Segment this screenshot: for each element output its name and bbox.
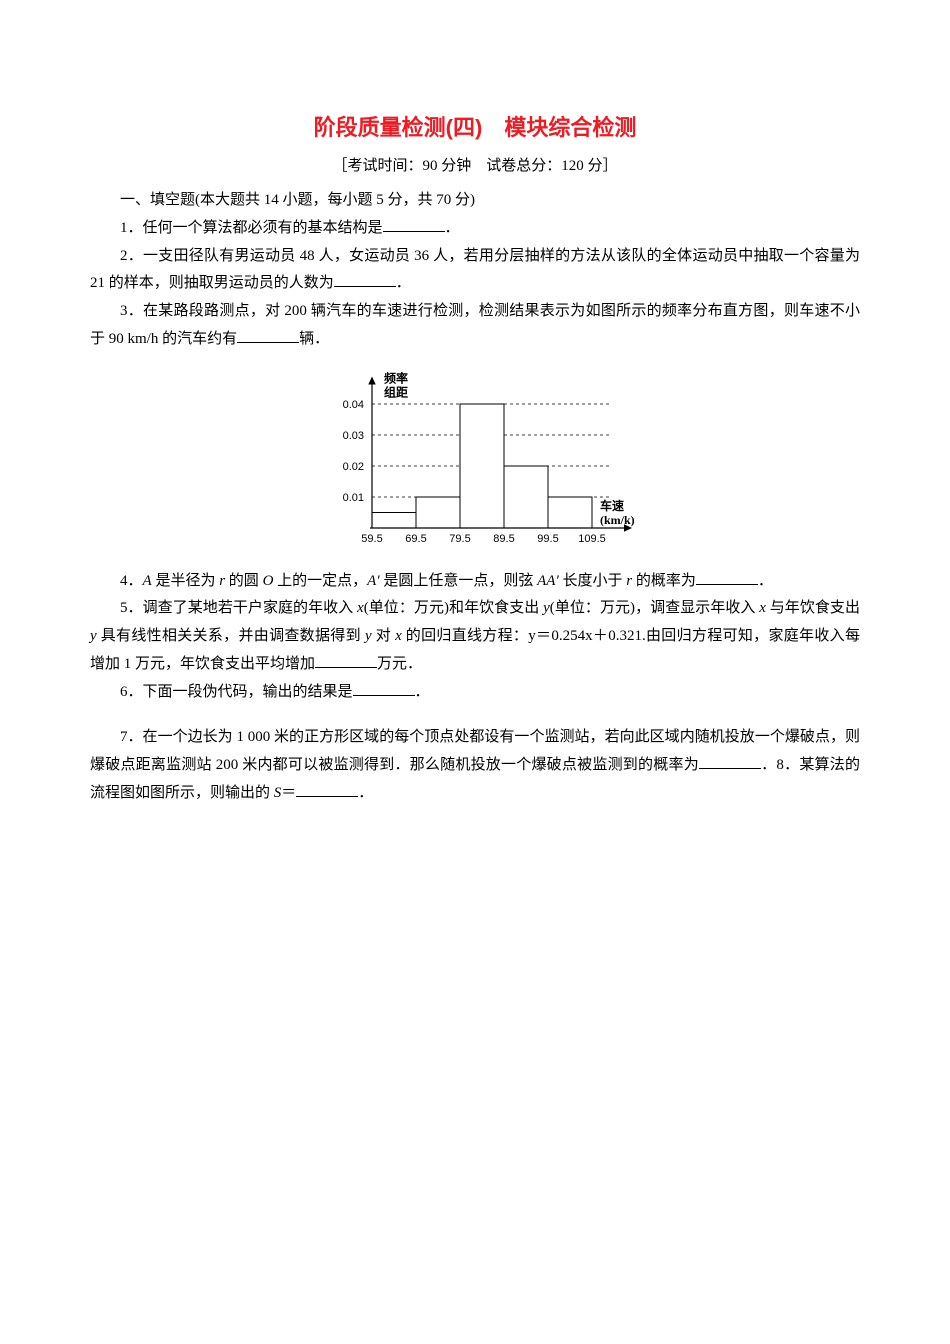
q5-f: 对 [372, 628, 395, 644]
q2-blank [334, 271, 396, 287]
q8-blank [296, 781, 358, 797]
q3-end: 辆． [299, 331, 329, 347]
exam-info: ［考试时间：90 分钟 试卷总分：120 分］ [90, 154, 860, 175]
q4-f: 长度小于 [559, 573, 627, 589]
q5-x2: x [759, 600, 766, 616]
q3-chart: 0.01 0.02 0.03 0.04 59.5 69.5 79.5 89.5 99.5 109.… [90, 360, 860, 560]
svg-text:0.02: 0.02 [343, 461, 364, 473]
q4-a: 4． [120, 573, 143, 589]
page-title: 阶段质量检测(四) 模块综合检测 [90, 110, 860, 142]
question-5: 5．调查了某地若干户家庭的年收入 x(单位：万元)和年饮食支出 y(单位：万元)… [90, 595, 860, 678]
q5-x1: x [357, 600, 364, 616]
q5-eq: y＝0.254x＋0.321 [528, 628, 642, 644]
svg-text:0.03: 0.03 [343, 430, 364, 442]
page: 阶段质量检测(四) 模块综合检测 ［考试时间：90 分钟 试卷总分：120 分］… [0, 0, 950, 1344]
q4-Ap: A′ [367, 573, 379, 589]
q5-x3: x [395, 628, 402, 644]
q5-d: 与年饮食支出 [766, 600, 860, 616]
svg-text:车速: 车速 [600, 498, 624, 513]
q1-blank [383, 216, 445, 232]
q5-e: 具有线性相关关系，并由调查数据得到 [97, 628, 365, 644]
q2-end: ． [396, 275, 411, 291]
section-1-heading: 一、填空题(本大题共 14 小题，每小题 5 分，共 70 分) [90, 187, 860, 215]
q5-y3: y [365, 628, 372, 644]
svg-text:79.5: 79.5 [449, 533, 470, 545]
question-4: 4．A 是半径为 r 的圆 O 上的一定点，A′ 是圆上任意一点，则弦 AA′ … [90, 568, 860, 596]
q4-b: 是半径为 [152, 573, 220, 589]
q5-b: (单位：万元)和年饮食支出 [364, 600, 543, 616]
q5-y1: y [543, 600, 550, 616]
q4-O: O [263, 573, 274, 589]
q6-blank [353, 680, 415, 696]
q5-c: (单位：万元)，调查显示年收入 [550, 600, 759, 616]
histogram-svg: 0.01 0.02 0.03 0.04 59.5 69.5 79.5 89.5 99.5 109.… [310, 360, 640, 560]
q4-A: A [143, 573, 152, 589]
question-7-8: 7．在一个边长为 1 000 米的正方形区域的每个顶点处都设有一个监测站，若向此… [90, 724, 860, 807]
q6-end: ． [415, 684, 430, 700]
q3-blank [237, 327, 299, 343]
svg-text:89.5: 89.5 [493, 533, 514, 545]
q7-eq: ＝ [281, 785, 296, 801]
q3-text: 3．在某路段路测点，对 200 辆汽车的车速进行检测，检测结果表示为如图所示的频… [90, 303, 860, 347]
svg-text:0.04: 0.04 [343, 399, 364, 411]
svg-text:109.5: 109.5 [578, 533, 606, 545]
q7-end: ． [358, 785, 373, 801]
q1-text: 1．任何一个算法都必须有的基本结构是 [120, 220, 383, 236]
svg-text:频率: 频率 [384, 370, 408, 385]
svg-text:(km/k): (km/k) [600, 513, 635, 527]
question-1: 1．任何一个算法都必须有的基本结构是 ． [90, 215, 860, 243]
q5-g: 的回归直线方程： [402, 628, 529, 644]
q4-AAp: AA′ [537, 573, 559, 589]
svg-text:0.01: 0.01 [343, 492, 364, 504]
q1-end: ． [445, 220, 460, 236]
q4-blank [696, 569, 758, 585]
svg-text:69.5: 69.5 [405, 533, 426, 545]
svg-text:99.5: 99.5 [537, 533, 558, 545]
q6-text: 6．下面一段伪代码，输出的结果是 [120, 684, 353, 700]
q2-text: 2．一支田径队有男运动员 48 人，女运动员 36 人，若用分层抽样的方法从该队… [90, 248, 860, 292]
q4-e: 是圆上任意一点，则弦 [380, 573, 538, 589]
question-6: 6．下面一段伪代码，输出的结果是 ． [90, 679, 860, 707]
q7-blank [699, 753, 761, 769]
svg-text:组距: 组距 [384, 384, 408, 399]
question-2: 2．一支田径队有男运动员 48 人，女运动员 36 人，若用分层抽样的方法从该队… [90, 243, 860, 299]
q5-blank [315, 652, 377, 668]
q5-a: 5．调查了某地若干户家庭的年收入 [120, 600, 357, 616]
q4-g: 的概率为 [632, 573, 696, 589]
svg-text:59.5: 59.5 [361, 533, 382, 545]
q4-d: 上的一定点， [273, 573, 367, 589]
q4-end: ． [758, 573, 773, 589]
spacer [90, 706, 860, 724]
q4-c: 的圆 [225, 573, 263, 589]
q5-end: 万元． [377, 656, 422, 672]
q5-y2: y [90, 628, 97, 644]
question-3: 3．在某路段路测点，对 200 辆汽车的车速进行检测，检测结果表示为如图所示的频… [90, 298, 860, 354]
